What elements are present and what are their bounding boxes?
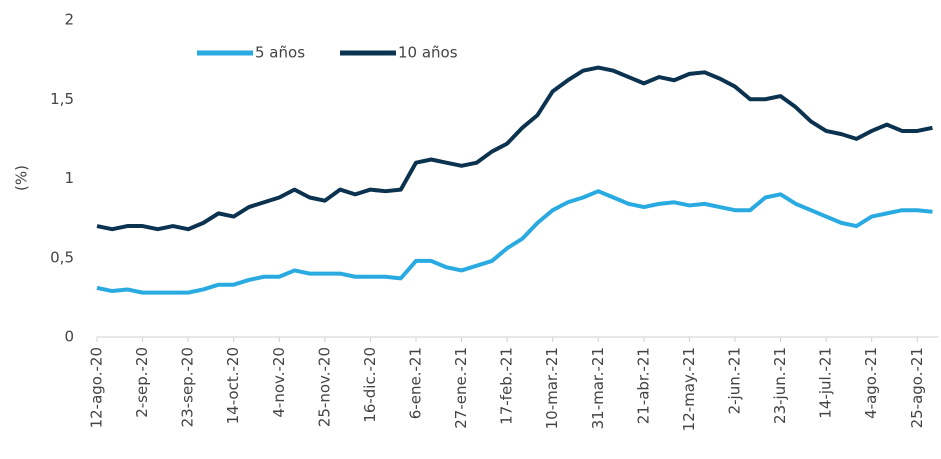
x-tick-label: 12-ago.-20 <box>88 347 106 428</box>
series-line <box>96 65 933 232</box>
y-axis-label: (%) <box>13 165 31 191</box>
x-tick-label: 6-ene.-21 <box>406 347 424 419</box>
legend-label: 5 años <box>255 44 305 62</box>
x-tick-label: 14-jul.-21 <box>817 347 835 419</box>
x-tick-label: 23-sep.-20 <box>179 347 197 427</box>
x-tick-label: 17-feb.-21 <box>498 347 516 425</box>
y-tick-label: 0,5 <box>50 248 74 266</box>
x-tick-label: 16-dic.-20 <box>361 347 379 423</box>
x-tick-label: 31-mar.-21 <box>589 347 607 429</box>
x-tick-label: 21-abr.-21 <box>634 347 652 424</box>
x-tick-label: 25-nov.-20 <box>315 347 333 427</box>
y-tick-label: 0 <box>64 328 74 346</box>
x-tick-label: 14-oct.-20 <box>224 347 242 424</box>
x-tick-label: 2-sep.-20 <box>133 347 151 418</box>
x-tick-label: 10-mar.-21 <box>543 347 561 429</box>
x-tick-label: 4-ago.-21 <box>862 347 880 419</box>
x-tick-label: 23-jun.-21 <box>771 347 789 424</box>
x-tick-label: 25-ago.-21 <box>908 347 926 428</box>
y-tick-label: 2 <box>64 11 74 29</box>
y-tick-label: 1,5 <box>50 90 74 108</box>
x-tick-label: 12-may.-21 <box>680 347 698 431</box>
x-tick-label: 2-jun.-21 <box>725 347 743 414</box>
x-tick-label: 4-nov.-20 <box>270 347 288 418</box>
series-line <box>96 189 933 295</box>
x-tick-label: 27-ene.-21 <box>452 347 470 429</box>
legend-label: 10 años <box>398 44 458 62</box>
y-tick-label: 1 <box>64 169 74 187</box>
